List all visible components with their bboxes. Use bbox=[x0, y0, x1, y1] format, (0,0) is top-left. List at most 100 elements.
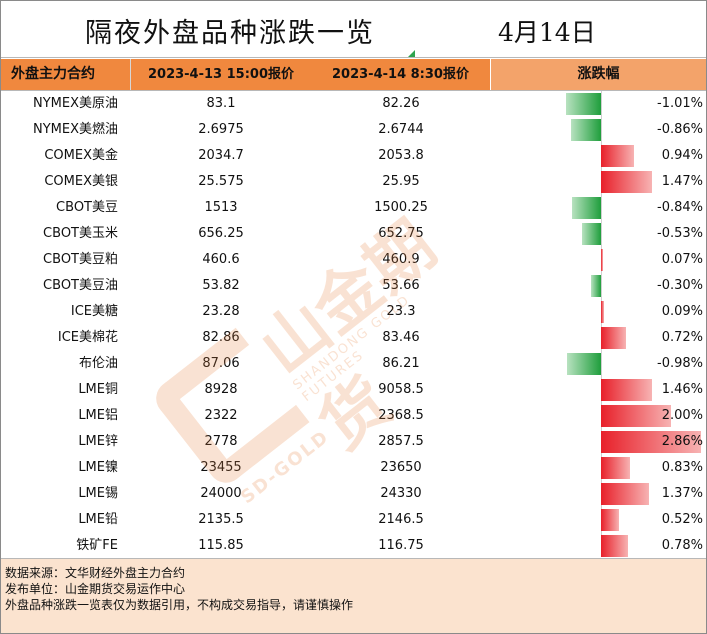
quote-table: NYMEX美原油 83.1 82.26 -1.01% NYMEX美燃油 2.6975 2.6… bbox=[1, 91, 706, 559]
prev-quote: 115.85 bbox=[198, 538, 244, 553]
curr-quote: 652.75 bbox=[378, 226, 424, 241]
title-row: 隔夜外盘品种涨跌一览 4月14日 bbox=[1, 1, 706, 58]
change-bar-negative bbox=[570, 119, 601, 141]
prev-quote: 87.06 bbox=[202, 356, 240, 371]
change-percent: 2.86% bbox=[661, 434, 703, 449]
curr-quote: 2857.5 bbox=[378, 434, 424, 449]
change-bar-positive bbox=[601, 535, 629, 557]
contract-name: LME锡 bbox=[78, 486, 118, 501]
change-percent: -0.86% bbox=[657, 122, 703, 137]
curr-quote: 83.46 bbox=[382, 330, 420, 345]
change-percent: 1.37% bbox=[661, 486, 703, 501]
change-bar-positive bbox=[601, 509, 620, 531]
prev-quote: 1513 bbox=[204, 200, 238, 215]
change-percent: 1.47% bbox=[661, 174, 703, 189]
page-title: 隔夜外盘品种涨跌一览 bbox=[85, 18, 375, 49]
table-row: LME铜 8928 9058.5 1.46% bbox=[1, 377, 706, 403]
change-percent: 0.52% bbox=[661, 512, 703, 527]
curr-quote: 9058.5 bbox=[378, 382, 424, 397]
change-percent: 0.94% bbox=[661, 148, 703, 163]
prev-quote: 23455 bbox=[200, 460, 242, 475]
contract-name: CBOT美豆 bbox=[56, 200, 118, 215]
contract-name: LME镍 bbox=[78, 460, 118, 475]
contract-name: NYMEX美燃油 bbox=[32, 122, 118, 137]
contract-name: CBOT美豆粕 bbox=[43, 252, 118, 267]
footer-source: 数据来源：文华财经外盘主力合约 bbox=[5, 566, 186, 580]
table-row: COMEX美银 25.575 25.95 1.47% bbox=[1, 169, 706, 195]
change-bar-positive bbox=[601, 301, 605, 323]
contract-name: ICE美糖 bbox=[70, 304, 118, 319]
change-bar-positive bbox=[601, 171, 653, 193]
table-row: NYMEX美原油 83.1 82.26 -1.01% bbox=[1, 91, 706, 117]
contract-name: LME铅 bbox=[78, 512, 118, 527]
contract-name: CBOT美豆油 bbox=[43, 278, 118, 293]
table-row: LME锡 24000 24330 1.37% bbox=[1, 481, 706, 507]
change-bar-negative bbox=[571, 197, 601, 219]
change-percent: 2.00% bbox=[661, 408, 703, 423]
change-bar-positive bbox=[601, 327, 627, 349]
contract-name: 布伦油 bbox=[78, 356, 118, 371]
contract-name: LME铝 bbox=[78, 408, 118, 423]
change-percent: 0.09% bbox=[661, 304, 703, 319]
change-bar-negative bbox=[582, 223, 601, 245]
table-row: ICE美棉花 82.86 83.46 0.72% bbox=[1, 325, 706, 351]
change-percent: -0.53% bbox=[657, 226, 703, 241]
prev-quote: 25.575 bbox=[198, 174, 244, 189]
change-percent: -0.98% bbox=[657, 356, 703, 371]
change-bar-positive bbox=[601, 431, 702, 453]
change-bar-positive bbox=[601, 379, 653, 401]
header-prev-quote: 2023-4-13 15:00报价 bbox=[147, 67, 294, 82]
curr-quote: 2368.5 bbox=[378, 408, 424, 423]
header-change: 涨跌幅 bbox=[491, 59, 706, 90]
change-bar-positive bbox=[601, 483, 649, 505]
change-bar-negative bbox=[565, 93, 601, 115]
curr-quote: 24330 bbox=[380, 486, 422, 501]
contract-name: LME锌 bbox=[78, 434, 118, 449]
table-row: CBOT美玉米 656.25 652.75 -0.53% bbox=[1, 221, 706, 247]
table-row: CBOT美豆粕 460.6 460.9 0.07% bbox=[1, 247, 706, 273]
contract-name: CBOT美玉米 bbox=[43, 226, 118, 241]
prev-quote: 23.28 bbox=[202, 304, 240, 319]
change-axis bbox=[601, 91, 602, 557]
change-percent: -1.01% bbox=[657, 96, 703, 111]
change-bar-negative bbox=[566, 353, 601, 375]
contract-name: LME铜 bbox=[78, 382, 118, 397]
change-percent: 0.07% bbox=[661, 252, 703, 267]
table-header: 外盘主力合约 2023-4-13 15:00报价 2023-4-14 8:30报… bbox=[1, 59, 706, 91]
curr-quote: 1500.25 bbox=[374, 200, 428, 215]
change-percent: -0.84% bbox=[657, 200, 703, 215]
curr-quote: 23.3 bbox=[386, 304, 416, 319]
table-row: LME镍 23455 23650 0.83% bbox=[1, 455, 706, 481]
table-row: CBOT美豆 1513 1500.25 -0.84% bbox=[1, 195, 706, 221]
change-percent: -0.30% bbox=[657, 278, 703, 293]
prev-quote: 82.86 bbox=[202, 330, 240, 345]
curr-quote: 23650 bbox=[380, 460, 422, 475]
table-row: COMEX美金 2034.7 2053.8 0.94% bbox=[1, 143, 706, 169]
change-bar-positive bbox=[601, 405, 671, 427]
curr-quote: 2146.5 bbox=[378, 512, 424, 527]
footer-notes: 数据来源：文华财经外盘主力合约 发布单位：山金期货交易运作中心 外盘品种涨跌一览… bbox=[1, 558, 706, 633]
cell-marker-icon bbox=[408, 50, 415, 57]
curr-quote: 82.26 bbox=[382, 96, 420, 111]
prev-quote: 2135.5 bbox=[198, 512, 244, 527]
footer-publisher: 发布单位：山金期货交易运作中心 bbox=[5, 582, 186, 596]
contract-name: COMEX美银 bbox=[44, 174, 118, 189]
prev-quote: 24000 bbox=[200, 486, 242, 501]
table-row: 铁矿FE 115.85 116.75 0.78% bbox=[1, 533, 706, 559]
prev-quote: 656.25 bbox=[198, 226, 244, 241]
header-contract: 外盘主力合约 bbox=[1, 59, 131, 90]
prev-quote: 2.6975 bbox=[198, 122, 244, 137]
header-curr-quote: 2023-4-14 8:30报价 bbox=[311, 59, 491, 90]
curr-quote: 460.9 bbox=[382, 252, 420, 267]
curr-quote: 86.21 bbox=[382, 356, 420, 371]
change-bar-positive bbox=[601, 249, 604, 271]
prev-quote: 83.1 bbox=[206, 96, 236, 111]
curr-quote: 53.66 bbox=[382, 278, 420, 293]
change-percent: 0.83% bbox=[661, 460, 703, 475]
prev-quote: 53.82 bbox=[202, 278, 240, 293]
contract-name: NYMEX美原油 bbox=[32, 96, 118, 111]
change-bar-positive bbox=[601, 145, 634, 167]
contract-name: ICE美棉花 bbox=[57, 330, 118, 345]
table-row: NYMEX美燃油 2.6975 2.6744 -0.86% bbox=[1, 117, 706, 143]
footer-disclaimer: 外盘品种涨跌一览表仅为数据引用，不构成交易指导，请谨慎操作 bbox=[5, 598, 354, 612]
